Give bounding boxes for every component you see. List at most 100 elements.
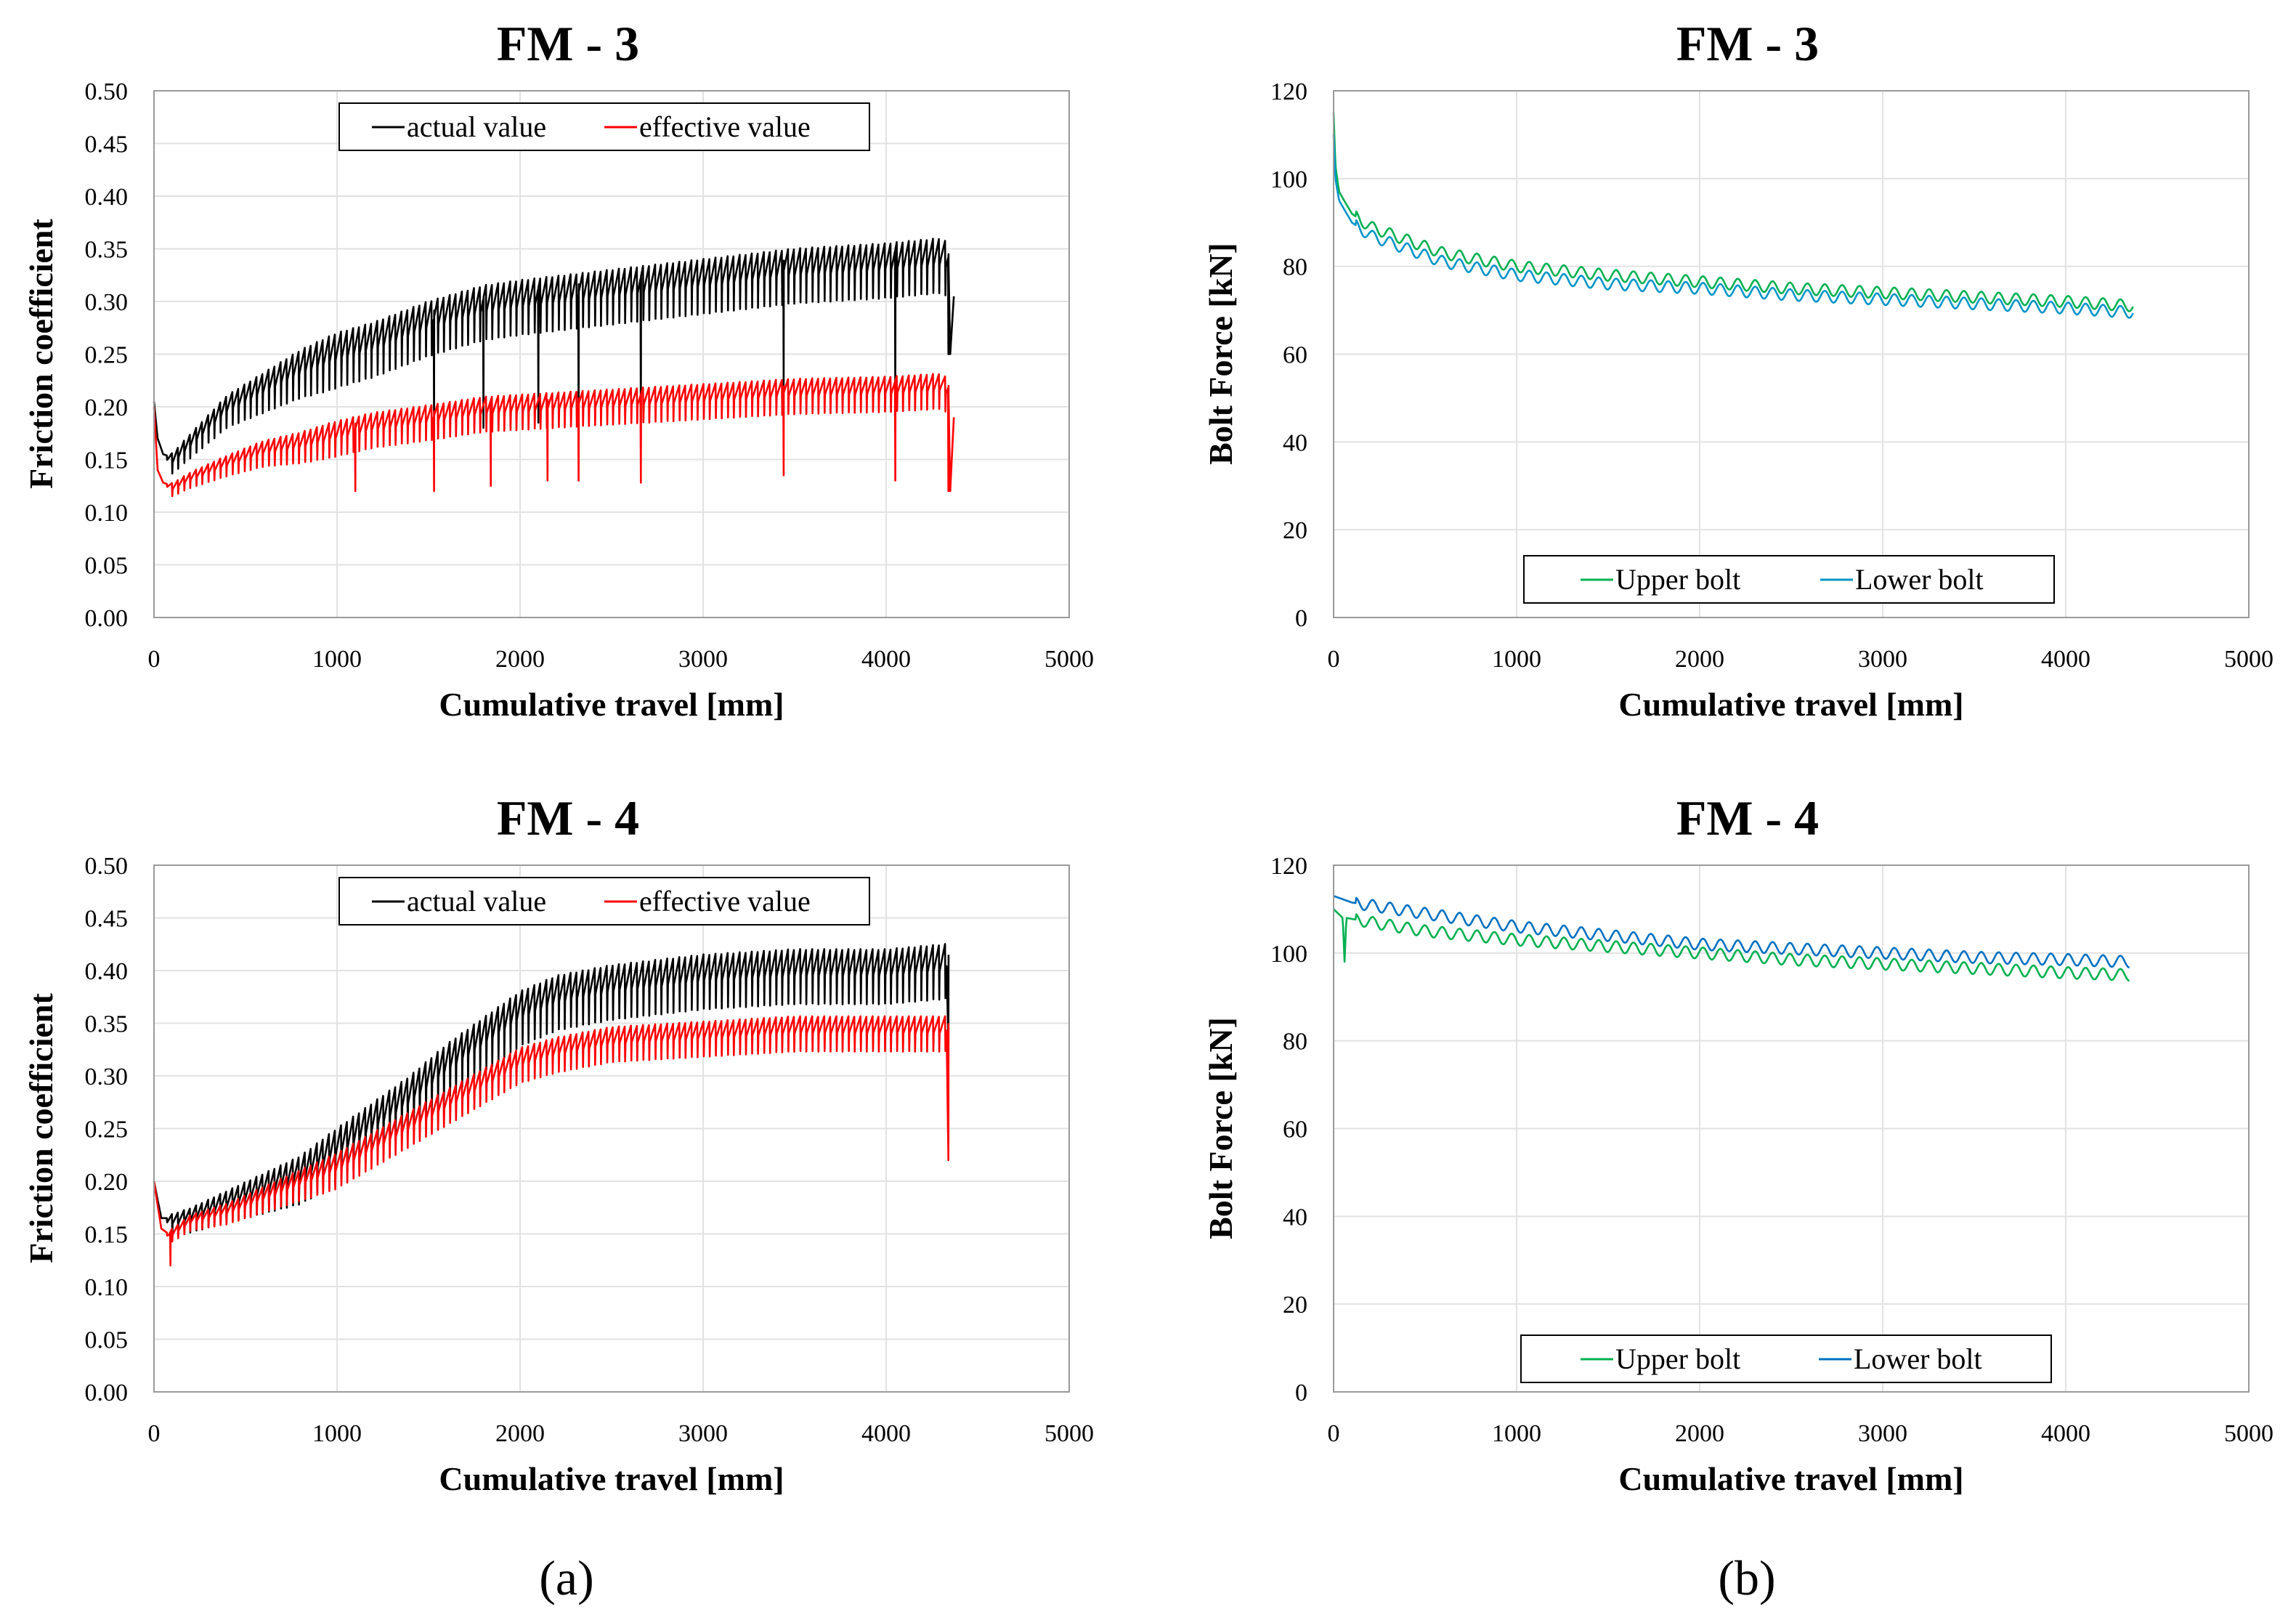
y-ticks: 0 20 40 60 80 100 120 <box>1270 853 1307 1406</box>
y-tick-label: 60 <box>1283 342 1307 369</box>
y-tick-label: 100 <box>1270 166 1307 193</box>
y-tick-label: 0.00 <box>85 605 129 632</box>
x-ticks: 0 1000 2000 3000 4000 5000 <box>1328 646 2274 673</box>
lines <box>153 943 950 1267</box>
y-tick-label: 0 <box>1295 605 1307 632</box>
y-tick-label: 0.35 <box>85 1011 129 1038</box>
y-ticks: 0.00 0.05 0.10 0.15 0.20 0.25 0.30 0.35 0.40 0.45… <box>85 78 129 632</box>
x-tick-label: 4000 <box>2041 1420 2090 1447</box>
series-line-upper-bolt <box>1332 113 2134 312</box>
grid <box>1334 865 2249 1392</box>
legend-label-lower-bolt: Lower bolt <box>1854 1342 1982 1375</box>
x-tick-label: 1000 <box>1492 646 1541 673</box>
y-tick-label: 60 <box>1283 1117 1307 1143</box>
y-tick-label: 120 <box>1270 78 1307 105</box>
plot-frame <box>153 864 1070 1393</box>
chart-fm3-bolt: FM - 3 0 20 40 60 80 100 120 0 1000 2000 3000 4000… <box>1202 16 2273 723</box>
y-tick-label: 0 <box>1295 1380 1307 1406</box>
y-tick-label: 0.00 <box>85 1380 129 1406</box>
x-ticks: 0 1000 2000 3000 4000 5000 <box>148 1420 1095 1447</box>
x-tick-label: 3000 <box>678 1420 728 1447</box>
y-tick-label: 20 <box>1283 1292 1307 1319</box>
y-ticks: 0 20 40 60 80 100 120 <box>1270 78 1307 632</box>
plot-frame <box>1333 864 2250 1393</box>
y-axis-label: Bolt Force [kN] <box>1202 1017 1239 1239</box>
panel-label-a: (a) <box>539 1550 593 1605</box>
y-axis-label: Friction coefficient <box>23 218 60 488</box>
y-tick-label: 0.15 <box>85 1222 129 1249</box>
y-tick-label: 0.05 <box>85 553 129 580</box>
legend: Upper bolt Lower bolt <box>1523 555 2055 604</box>
x-axis-label: Cumulative travel [mm] <box>1618 686 1963 723</box>
chart-fm4-bolt: FM - 4 0 20 40 60 80 100 120 0 1000 2000 3000 4000… <box>1202 790 2273 1497</box>
y-tick-label: 120 <box>1270 853 1307 880</box>
chart-title: FM - 3 <box>1676 16 1819 71</box>
legend: actual value effective value <box>338 877 870 926</box>
y-tick-label: 0.45 <box>85 906 129 933</box>
x-tick-label: 2000 <box>495 646 545 673</box>
x-tick-label: 2000 <box>1675 1420 1724 1447</box>
panel-label-b: (b) <box>1718 1550 1775 1605</box>
chart-fm3-friction: FM - 3 0.000.050.100.150.200.250.300.350… <box>23 16 1094 723</box>
x-tick-label: 0 <box>1328 1420 1340 1447</box>
x-tick-label: 3000 <box>678 646 728 673</box>
x-tick-label: 0 <box>1328 646 1340 673</box>
lines <box>1332 113 2134 319</box>
series-line-actual-value <box>153 943 950 1236</box>
x-ticks: 0 1000 2000 3000 4000 5000 <box>1328 1420 2274 1447</box>
x-tick-label: 5000 <box>2224 646 2273 673</box>
grid <box>154 91 1069 617</box>
y-tick-label: 0.30 <box>85 1064 129 1090</box>
x-axis-label: Cumulative travel [mm] <box>1618 1460 1963 1497</box>
y-tick-label: 0.10 <box>85 500 129 527</box>
plot-frame <box>1333 90 2250 618</box>
y-tick-label: 0.25 <box>85 342 129 369</box>
x-ticks: 0 1000 2000 3000 4000 5000 <box>148 646 1095 673</box>
y-tick-label: 0.50 <box>85 78 129 105</box>
grid <box>154 865 1069 1392</box>
y-ticks: 0.00 0.05 0.10 0.15 0.20 0.25 0.30 0.35 0.40 0.45… <box>85 853 129 1406</box>
x-axis-label: Cumulative travel [mm] <box>439 1460 784 1497</box>
x-tick-label: 2000 <box>1675 646 1724 673</box>
y-tick-label: 0.45 <box>85 131 129 158</box>
x-tick-label: 2000 <box>495 1420 545 1447</box>
x-tick-label: 0 <box>148 1420 161 1447</box>
x-tick-label: 1000 <box>312 1420 362 1447</box>
x-tick-label: 3000 <box>1858 646 1907 673</box>
legend: actual value effective value <box>338 102 870 151</box>
legend-label-lower-bolt: Lower bolt <box>1855 563 1984 596</box>
chart-title: FM - 4 <box>497 790 639 846</box>
series-line-actual-value <box>153 238 955 475</box>
y-tick-label: 0.35 <box>85 237 129 264</box>
chart-fm4-friction: FM - 4 0.000.050.100.150.200.250.300.350… <box>23 790 1094 1497</box>
y-tick-label: 0.15 <box>85 447 129 474</box>
x-tick-label: 1000 <box>1492 1420 1541 1447</box>
series-line-lower-bolt <box>1332 134 2134 319</box>
series-line-effective-value <box>153 373 955 498</box>
y-tick-label: 100 <box>1270 941 1307 968</box>
y-tick-label: 80 <box>1283 1029 1307 1056</box>
x-tick-label: 4000 <box>2041 646 2090 673</box>
x-tick-label: 1000 <box>312 646 362 673</box>
y-tick-label: 0.50 <box>85 853 129 880</box>
legend-label-effective-value: effective value <box>639 885 811 918</box>
y-tick-label: 0.20 <box>85 1169 129 1196</box>
y-tick-label: 0.20 <box>85 394 129 421</box>
plot-frame <box>153 90 1070 618</box>
lines <box>1333 895 2130 982</box>
lines <box>153 238 955 498</box>
y-tick-label: 20 <box>1283 517 1307 544</box>
x-axis-label: Cumulative travel [mm] <box>439 686 784 723</box>
y-tick-label: 0.40 <box>85 184 129 211</box>
series-line-effective-value <box>153 1015 950 1267</box>
y-axis-label: Bolt Force [kN] <box>1202 243 1239 465</box>
y-axis-label: Friction coefficient <box>23 992 60 1263</box>
y-tick-label: 80 <box>1283 254 1307 281</box>
x-tick-label: 5000 <box>1044 1420 1094 1447</box>
legend-label-actual-value: actual value <box>407 110 546 143</box>
x-tick-label: 3000 <box>1858 1420 1907 1447</box>
y-tick-label: 0.05 <box>85 1327 129 1354</box>
x-tick-label: 4000 <box>861 646 911 673</box>
y-tick-label: 0.30 <box>85 289 129 316</box>
x-tick-label: 4000 <box>861 1420 911 1447</box>
